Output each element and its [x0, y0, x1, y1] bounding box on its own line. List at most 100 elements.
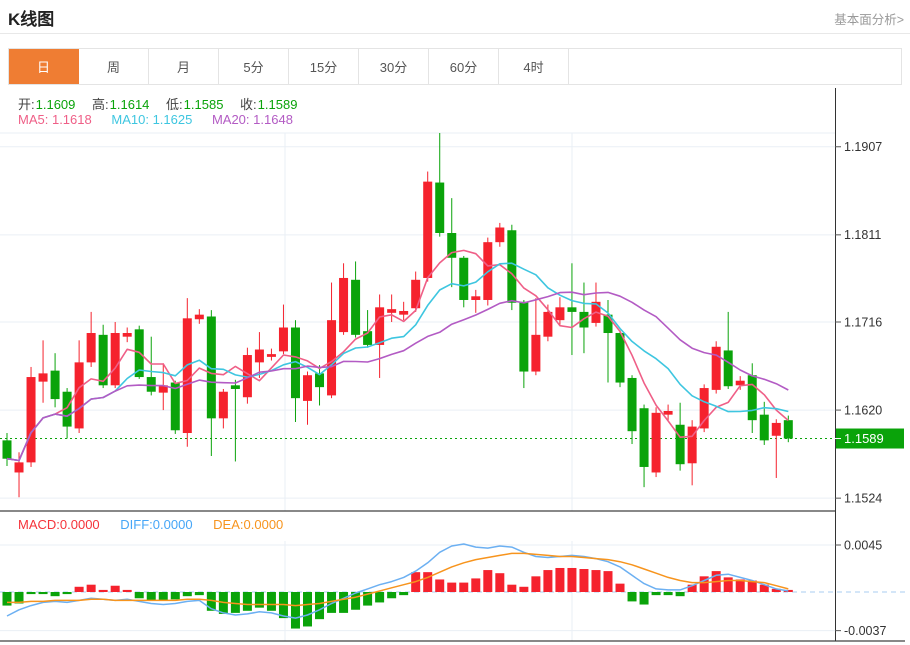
candle-body	[531, 334, 541, 372]
candle-body	[50, 370, 60, 400]
macd-bar	[495, 573, 505, 592]
high-label: 高:	[92, 97, 109, 112]
candle-body	[315, 373, 325, 388]
candle-body	[783, 420, 793, 439]
tab-month[interactable]: 月	[149, 49, 219, 84]
price-axis-label: 1.1620	[844, 403, 882, 417]
candle-body	[290, 327, 300, 399]
candle-body	[86, 333, 96, 363]
macd-bar	[50, 592, 60, 597]
macd-bar	[675, 592, 685, 597]
macd-bar	[206, 592, 216, 611]
last-price-badge: 1.1589	[835, 428, 904, 449]
candle-body	[555, 307, 565, 321]
macd-bar	[230, 592, 240, 613]
macd-bar	[62, 592, 72, 595]
candle-body	[14, 462, 24, 473]
tab-15min[interactable]: 15分	[289, 49, 359, 84]
candle-body	[26, 377, 36, 463]
close-label: 收:	[240, 97, 257, 112]
tab-4hour[interactable]: 4时	[499, 49, 569, 84]
ma20-line	[6, 291, 789, 462]
dea-pair: DEA:0.0000	[213, 517, 283, 532]
macd-bar	[735, 579, 745, 592]
macd-bar	[170, 592, 180, 600]
macd-bar	[339, 592, 349, 613]
axes: 1.1907 1.1811 1.1716 1.1620 1.1524 0.0045 -0.0…	[0, 88, 905, 642]
high-value: 1.1614	[109, 97, 150, 112]
candle-body	[62, 391, 72, 427]
candle-body	[158, 385, 168, 393]
candle-body	[507, 230, 517, 303]
macd-bar	[14, 592, 24, 604]
macd-bar	[146, 592, 156, 601]
macd-bar	[663, 592, 673, 596]
macd-bar	[651, 592, 661, 596]
open-pair: 开:1.1609	[18, 97, 75, 112]
macd-bar	[423, 572, 433, 592]
candle-body	[663, 410, 673, 415]
diff-value: 0.0000	[152, 517, 193, 532]
macd-bar	[759, 584, 769, 592]
macd-bar	[723, 577, 733, 592]
candle-body	[627, 377, 637, 432]
close-pair: 收:1.1589	[240, 97, 297, 112]
high-pair: 高:1.1614	[92, 97, 149, 112]
macd-bar	[327, 592, 337, 613]
price-axis-label: 1.1811	[844, 228, 881, 242]
macd-bar	[687, 584, 697, 592]
ma5-label: MA5:	[18, 112, 49, 127]
candle-body	[543, 311, 553, 337]
tab-week[interactable]: 周	[79, 49, 149, 84]
open-value: 1.1609	[35, 97, 76, 112]
candle-body	[2, 440, 12, 459]
macd-bar	[98, 589, 108, 592]
ma10-value: 1.1625	[152, 112, 193, 127]
candle-body	[471, 296, 481, 300]
ma20-pair: MA20: 1.1648	[212, 112, 293, 127]
candle-body	[351, 279, 361, 335]
candle-body	[230, 385, 240, 389]
macd-bar	[555, 567, 565, 592]
tab-30min[interactable]: 30分	[359, 49, 429, 84]
macd-bar	[387, 592, 397, 599]
macd-bar	[435, 579, 445, 592]
ma20-label: MA20:	[211, 112, 250, 127]
candle-body	[206, 316, 216, 419]
macd-bar	[771, 588, 781, 592]
candle-body	[603, 314, 613, 334]
macd-bar	[747, 580, 757, 592]
candle-body	[747, 375, 757, 421]
macd-bar	[639, 592, 649, 605]
macd-bar	[519, 586, 529, 592]
macd-bar	[86, 584, 96, 592]
timeframe-tabbar: 日周月 5分 15分 30分 60分 4时	[8, 48, 902, 85]
candle-body	[723, 350, 733, 387]
dea-value: 0.0000	[243, 517, 284, 532]
tab-day[interactable]: 日	[9, 49, 79, 84]
ma5-value: 1.1618	[51, 112, 92, 127]
macd-bar	[543, 570, 553, 592]
dea-label: DEA:	[213, 517, 244, 532]
macd-bar	[303, 592, 312, 627]
candle-body	[639, 408, 649, 467]
candle-body	[771, 422, 781, 436]
candle-body	[375, 307, 385, 345]
candle-body	[327, 320, 337, 396]
macd-bar	[591, 570, 601, 592]
candle-body	[242, 355, 252, 398]
candle-body	[699, 388, 709, 429]
tab-5min[interactable]: 5分	[219, 49, 289, 84]
fundamental-analysis-link[interactable]: 基本面分析>	[834, 13, 904, 27]
candle-body	[411, 279, 421, 309]
macd-header-row: MACD:0.0000 DIFF:0.0000 DEA:0.0000	[18, 517, 300, 532]
macd-bar	[615, 583, 625, 592]
tab-60min[interactable]: 60分	[429, 49, 499, 84]
candle-body	[759, 414, 769, 441]
macd-bar	[471, 578, 481, 592]
candle-body	[615, 333, 625, 383]
candle-body	[711, 346, 721, 390]
candle-body	[567, 307, 577, 312]
